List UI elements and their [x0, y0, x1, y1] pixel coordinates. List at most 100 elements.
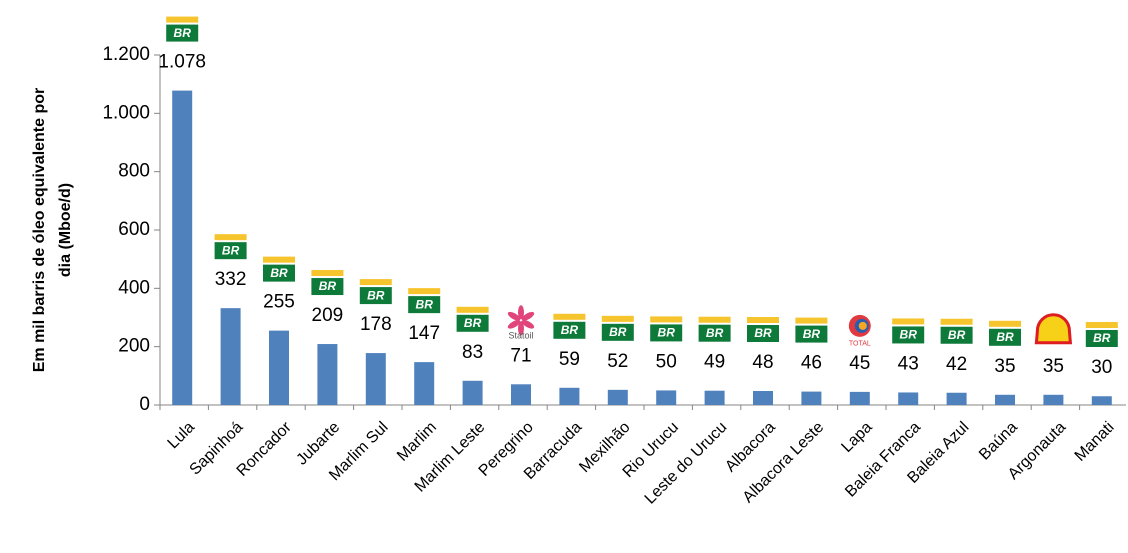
value-label: 45 [849, 353, 870, 374]
logo-stripe [359, 279, 392, 286]
x-tick-label: Leste do Urucu [642, 419, 731, 508]
value-label: 43 [898, 353, 919, 374]
bar [462, 380, 483, 405]
bar [995, 394, 1015, 405]
operator-logo: BR [698, 316, 731, 342]
logo-box [553, 321, 586, 339]
operator-logo: BR [359, 279, 392, 305]
x-tick-label: Baúna [976, 419, 1021, 464]
logo-mark [521, 319, 535, 329]
logo-text: BR [174, 26, 192, 40]
logo-box [456, 314, 489, 332]
logo-text: BR [996, 330, 1014, 344]
logo-mark [507, 319, 521, 329]
logo-text: BR [803, 327, 821, 341]
logo-stripe [601, 315, 634, 322]
logo-mark [1034, 313, 1073, 345]
logo-stripe [698, 316, 731, 323]
bar [172, 90, 193, 405]
logo-text: BR [561, 323, 579, 337]
logo-stripe [989, 320, 1021, 327]
bar [1043, 394, 1064, 405]
operator-logo: BR [166, 16, 199, 42]
logo-mark [507, 311, 521, 321]
value-label: 48 [752, 352, 773, 373]
logo-mark [518, 305, 524, 320]
operator-logo: BR [311, 270, 344, 296]
bar [559, 387, 580, 405]
value-label: 71 [510, 345, 531, 366]
y-tick-label: 400 [118, 277, 150, 298]
logo-stripe [553, 313, 586, 320]
logo-text: Statoil [508, 331, 533, 341]
operator-logo: BR [650, 316, 683, 342]
logo-text: TOTAL [849, 341, 871, 348]
logo-text: BR [754, 326, 772, 340]
logo-box [166, 24, 199, 42]
operator-logo: BR [1085, 322, 1118, 347]
logo-text: BR [416, 297, 434, 311]
logo-text: BR [658, 326, 676, 340]
value-label: 52 [607, 351, 628, 372]
logo-stripe [214, 234, 247, 241]
logo-box [408, 296, 441, 314]
value-label: 209 [312, 305, 344, 326]
logo-stripe [166, 16, 199, 23]
y-tick-label: 200 [118, 336, 150, 357]
logo-box [747, 325, 779, 342]
bar [1091, 396, 1112, 405]
logo-stripe [795, 317, 828, 324]
y-tick-label: 800 [118, 161, 150, 182]
value-label: 255 [263, 292, 295, 313]
value-label: 42 [946, 354, 967, 375]
operator-logo: TOTAL [848, 314, 871, 348]
logo-box [601, 323, 634, 341]
bar [607, 389, 628, 405]
x-tick-label: Marlim [394, 419, 440, 465]
logo-stripe [408, 288, 441, 295]
logo-stripe [456, 306, 489, 313]
bar [656, 390, 677, 405]
bar [317, 344, 338, 405]
logo-box [359, 287, 392, 305]
logo-text: BR [222, 243, 240, 257]
logo-mark [521, 311, 535, 321]
logo-stripe [892, 318, 925, 325]
logo-text: BR [1093, 331, 1111, 345]
value-label: 83 [462, 342, 483, 363]
value-label: 147 [408, 323, 440, 344]
operator-logo: BR [263, 256, 295, 282]
y-tick-label: 600 [118, 219, 150, 240]
bar [269, 330, 289, 405]
logo-mark [858, 321, 867, 330]
operator-logo: BR [553, 313, 586, 339]
value-label: 35 [1043, 356, 1064, 377]
value-label: 46 [801, 353, 822, 374]
operator-logo: BR [892, 318, 925, 344]
y-tick-label: 1.200 [102, 44, 150, 65]
logo-box [989, 328, 1021, 346]
x-tick-label: Lula [165, 419, 198, 452]
operator-logo [1034, 313, 1073, 345]
operator-logo: BR [940, 318, 973, 344]
logo-stripe [1085, 322, 1118, 328]
value-label: 332 [215, 269, 247, 290]
logo-stripe [311, 270, 344, 277]
logo-box [214, 242, 247, 260]
operator-logo: BR [795, 317, 828, 343]
bar [801, 391, 822, 405]
operator-logo: BR [601, 315, 634, 341]
logo-box [263, 264, 295, 282]
logo-stripe [263, 256, 295, 263]
y-tick-label: 0 [139, 394, 150, 415]
bar [414, 362, 435, 405]
logo-box [650, 324, 683, 342]
logo-text: BR [319, 279, 337, 293]
logo-stripe [940, 318, 973, 325]
operator-logo: BR [989, 320, 1021, 346]
operator-logo: BR [408, 288, 441, 314]
logo-text: BR [270, 266, 288, 280]
bar [849, 391, 870, 405]
bar [220, 308, 241, 405]
